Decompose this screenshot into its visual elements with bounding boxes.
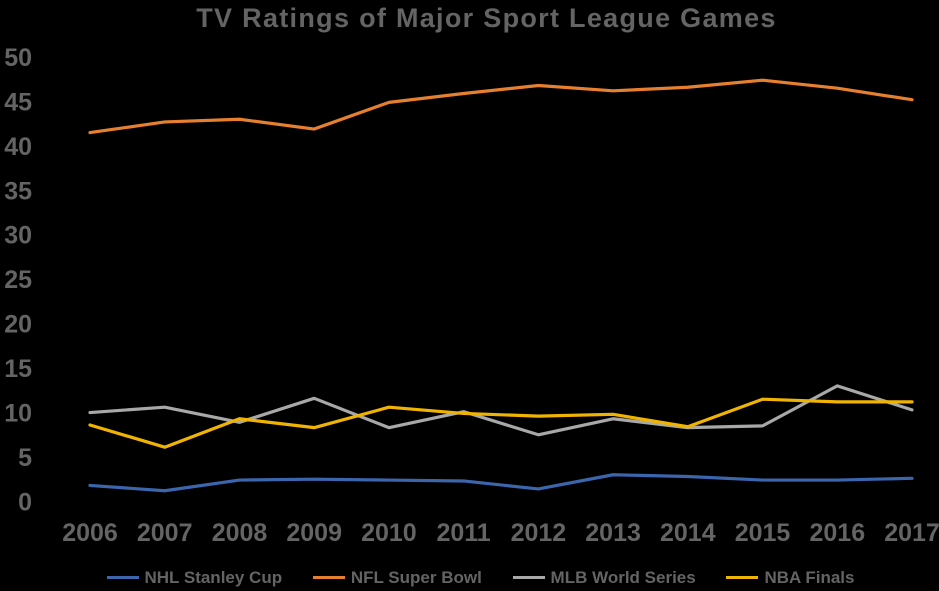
svg-text:2011: 2011 xyxy=(436,519,490,547)
svg-text:0: 0 xyxy=(18,488,32,516)
svg-text:40: 40 xyxy=(4,133,32,161)
svg-text:2007: 2007 xyxy=(137,519,193,547)
svg-text:2014: 2014 xyxy=(660,519,716,547)
svg-text:2017: 2017 xyxy=(884,519,939,547)
svg-text:2010: 2010 xyxy=(361,519,417,547)
svg-text:2012: 2012 xyxy=(511,519,567,547)
svg-text:50: 50 xyxy=(4,44,32,72)
svg-text:30: 30 xyxy=(4,222,32,250)
svg-text:15: 15 xyxy=(4,355,32,383)
svg-text:45: 45 xyxy=(4,88,32,116)
svg-text:20: 20 xyxy=(4,311,32,339)
svg-text:5: 5 xyxy=(18,444,32,472)
svg-text:2016: 2016 xyxy=(809,519,865,547)
svg-text:2008: 2008 xyxy=(212,519,268,547)
svg-text:25: 25 xyxy=(4,266,32,294)
svg-text:35: 35 xyxy=(4,177,32,205)
svg-text:2015: 2015 xyxy=(735,519,791,547)
svg-text:10: 10 xyxy=(4,399,32,427)
svg-text:2013: 2013 xyxy=(585,519,641,547)
svg-text:2009: 2009 xyxy=(286,519,342,547)
svg-text:2006: 2006 xyxy=(62,519,118,547)
